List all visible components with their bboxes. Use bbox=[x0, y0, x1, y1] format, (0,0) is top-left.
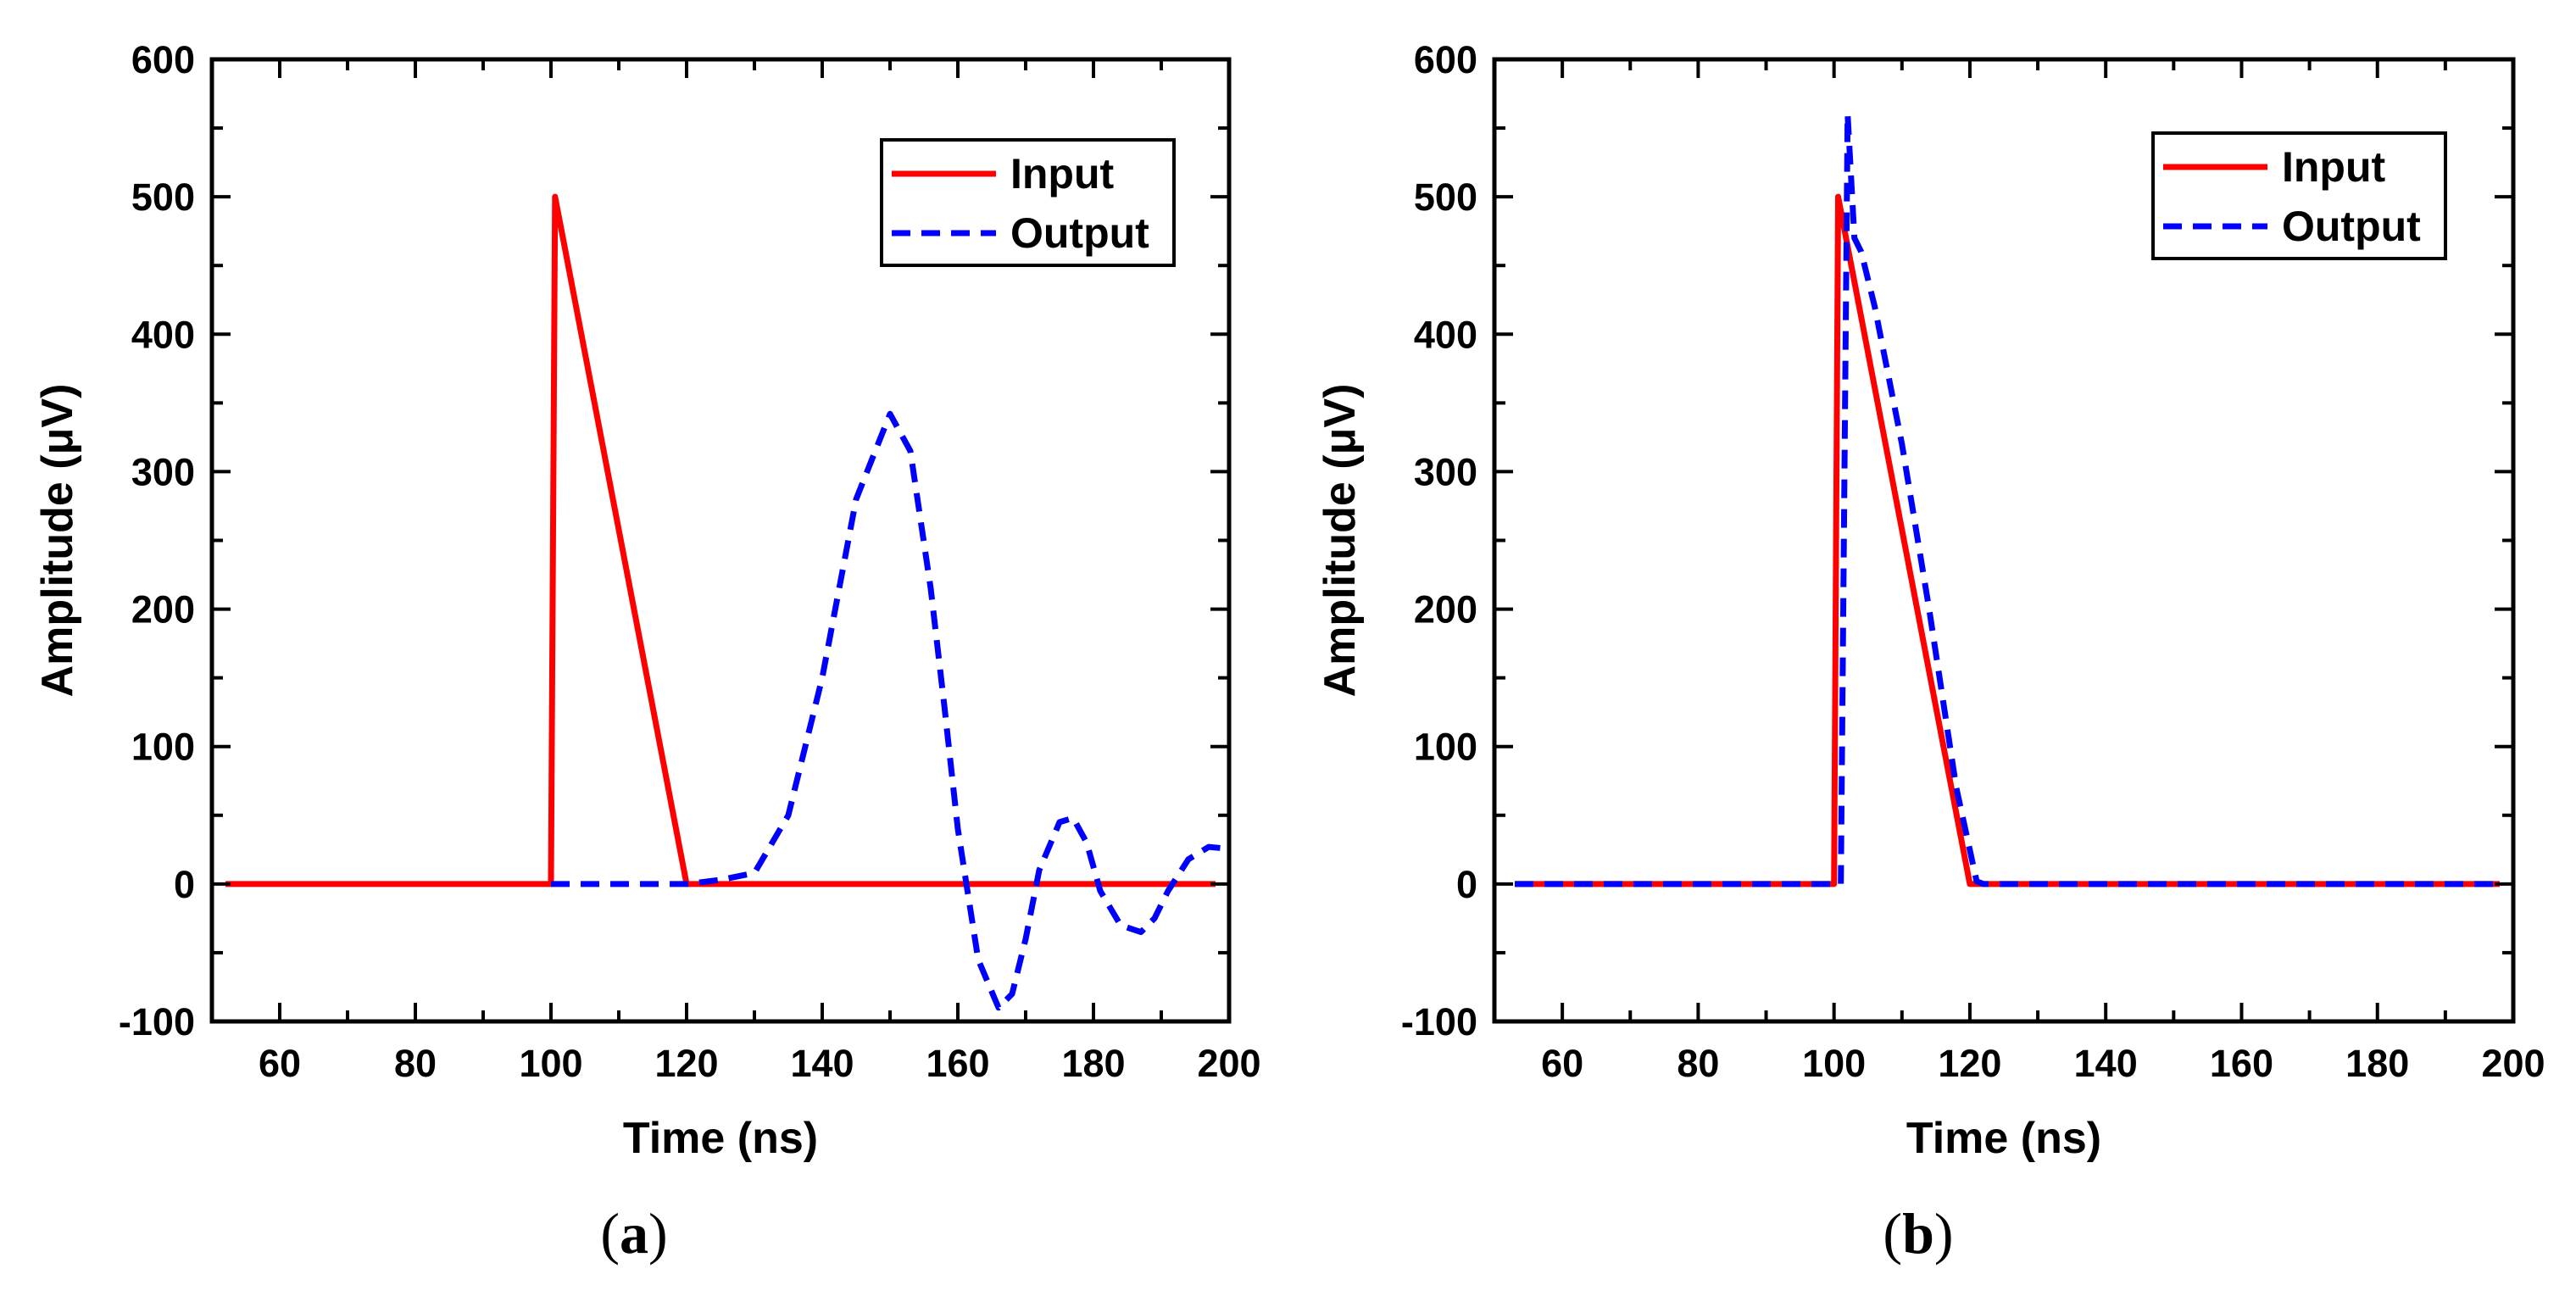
y-tick-label: 200 bbox=[131, 588, 195, 632]
y-tick-label: 0 bbox=[174, 863, 195, 906]
x-tick-label: 160 bbox=[2210, 1042, 2273, 1085]
legend-box bbox=[2151, 131, 2447, 260]
x-tick-label: 160 bbox=[926, 1042, 989, 1085]
y-tick-label: 100 bbox=[1414, 726, 1477, 769]
y-tick-label: 300 bbox=[1414, 450, 1477, 493]
x-tick-label: 120 bbox=[654, 1042, 718, 1085]
y-tick-label: -100 bbox=[119, 1000, 195, 1043]
x-tick-label: 140 bbox=[790, 1042, 854, 1085]
legend-label-input: Input bbox=[2282, 143, 2386, 191]
x-tick-label: 180 bbox=[2345, 1042, 2409, 1085]
legend: Input Output bbox=[880, 138, 1176, 267]
panel-label: (b) bbox=[1883, 1201, 1953, 1266]
y-tick-label: 300 bbox=[131, 450, 195, 493]
y-tick-label: 200 bbox=[1414, 588, 1477, 632]
y-tick-label: 100 bbox=[131, 726, 195, 769]
x-tick-label: 60 bbox=[259, 1042, 301, 1085]
series-input-line bbox=[225, 193, 1216, 887]
x-tick-label: 200 bbox=[1197, 1042, 1260, 1085]
y-tick-label: -100 bbox=[1401, 1000, 1477, 1043]
y-tick-label: 0 bbox=[1456, 863, 1477, 906]
y-tick-label: 600 bbox=[131, 38, 195, 81]
y-tick-label: 400 bbox=[131, 313, 195, 356]
panel-label: (a) bbox=[600, 1201, 667, 1266]
y-axis-title: Amplitude (μV) bbox=[1316, 384, 1365, 698]
y-tick-label: 600 bbox=[1414, 38, 1477, 81]
y-tick-label: 500 bbox=[131, 175, 195, 219]
panel-letter: a bbox=[620, 1201, 648, 1266]
x-axis-title: Time (ns) bbox=[623, 1114, 818, 1163]
x-tick-label: 60 bbox=[1541, 1042, 1583, 1085]
x-tick-label: 100 bbox=[1802, 1042, 1866, 1085]
x-tick-label: 140 bbox=[2074, 1042, 2138, 1085]
x-tick-label: 180 bbox=[1061, 1042, 1125, 1085]
legend-label-output: Output bbox=[2282, 203, 2421, 250]
legend-box bbox=[880, 138, 1176, 267]
legend: Input Output bbox=[2151, 131, 2447, 260]
y-axis-title: Amplitude (μV) bbox=[33, 384, 82, 698]
legend-label-input: Input bbox=[1010, 150, 1115, 198]
y-tick-label: 400 bbox=[1414, 313, 1477, 356]
panel-letter: b bbox=[1902, 1201, 1934, 1266]
x-tick-label: 80 bbox=[394, 1042, 437, 1085]
x-tick-label: 100 bbox=[519, 1042, 582, 1085]
x-tick-label: 200 bbox=[2481, 1042, 2545, 1085]
x-axis-title: Time (ns) bbox=[1906, 1114, 2101, 1163]
y-tick-label: 500 bbox=[1414, 175, 1477, 219]
panel-b-chart: 60 80 100 120 140 160 180 200 -100 0 100 200 300 400 5… bbox=[1316, 38, 2545, 1266]
series-output-line bbox=[551, 410, 1223, 1011]
x-tick-label: 80 bbox=[1677, 1042, 1719, 1085]
x-tick-label: 120 bbox=[1938, 1042, 2001, 1085]
panel-a-chart: 60 80 100 120 140 160 180 200 -100 0 100 200 300 400 5… bbox=[33, 38, 1261, 1266]
series-output-line bbox=[1515, 111, 2500, 887]
legend-label-output: Output bbox=[1010, 209, 1149, 257]
